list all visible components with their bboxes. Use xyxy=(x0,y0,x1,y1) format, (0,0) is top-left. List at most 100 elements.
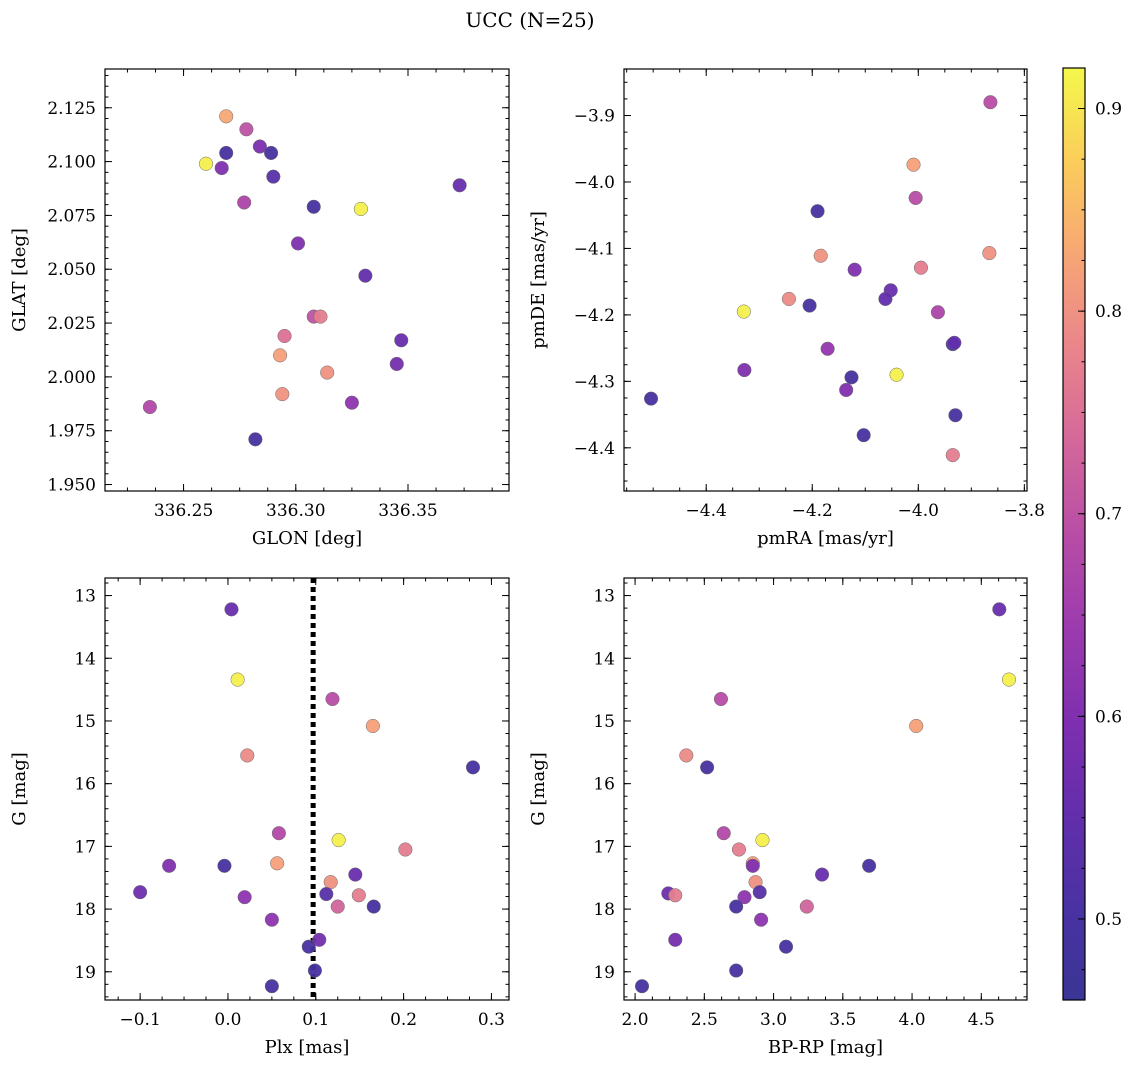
scatter-point xyxy=(737,362,752,378)
x-axis-label: Plx [mas] xyxy=(265,1037,350,1058)
scatter-point xyxy=(348,867,363,882)
scatter-point xyxy=(752,885,767,900)
scatter-point xyxy=(312,932,327,947)
colorbar: 0.5 0.6 0.7 0.8 0.9 xyxy=(1062,67,1122,1001)
scatter-point xyxy=(248,432,263,447)
y-tick-label: 16 xyxy=(593,775,615,795)
scatter-point xyxy=(737,890,752,905)
scatter-point xyxy=(992,602,1007,617)
y-tick-label: 17 xyxy=(593,837,615,857)
x-tick-label: −4.4 xyxy=(686,501,727,521)
scatter-panels: 336.25 336.30 336.35 1.950 1.975 2.000 2.025 2.… xyxy=(9,68,1045,1058)
scatter-point xyxy=(634,979,650,994)
scatter-point xyxy=(679,748,694,763)
scatter-point xyxy=(230,672,245,687)
x-tick-label: 3.0 xyxy=(760,1010,787,1030)
scatter-point xyxy=(290,236,306,251)
scatter-point xyxy=(277,328,292,344)
scatter-point xyxy=(264,145,279,161)
x-axis-label: BP-RP [mag] xyxy=(768,1037,883,1058)
scatter-point xyxy=(273,348,288,363)
y-axis-label: pmDE [mas/yr] xyxy=(528,211,549,349)
scatter-point xyxy=(389,356,404,372)
y-tick-label: 1.975 xyxy=(47,422,96,442)
x-tick-label: 0.3 xyxy=(478,1010,505,1030)
panel-parallax-magnitude: −0.1 0.0 0.1 0.2 0.3 13 14 15 16 17 18 19 Plx [mas] G… xyxy=(9,577,510,1058)
scatter-point xyxy=(1001,672,1017,687)
scatter-point xyxy=(889,367,904,382)
scatter-point xyxy=(781,291,796,306)
scatter-point xyxy=(353,201,368,216)
scatter-points xyxy=(634,602,1017,994)
scatter-point xyxy=(668,932,683,947)
x-tick-label: −3.8 xyxy=(1004,501,1045,521)
scatter-point xyxy=(945,448,960,463)
scatter-point xyxy=(224,602,239,617)
x-tick-label: 0.0 xyxy=(214,1010,241,1030)
scatter-point xyxy=(325,691,340,707)
scatter-point xyxy=(906,157,921,172)
scatter-point xyxy=(307,963,322,978)
x-tick-label: 2.5 xyxy=(691,1010,718,1030)
y-tick-label: 19 xyxy=(74,963,96,983)
scatter-point xyxy=(839,382,854,398)
scatter-point xyxy=(668,888,683,903)
axes-frame xyxy=(104,68,510,492)
figure-title: UCC (N=25) xyxy=(465,8,594,32)
y-tick-label: 2.000 xyxy=(47,368,96,388)
x-tick-label: 2.0 xyxy=(622,1010,649,1030)
scatter-point xyxy=(398,842,413,857)
y-tick-label: −4.3 xyxy=(574,372,615,392)
scatter-point xyxy=(913,260,928,275)
x-axis-label: GLON [deg] xyxy=(252,528,362,549)
scatter-point xyxy=(930,305,945,320)
y-tick-label: −4.2 xyxy=(574,306,615,326)
scatter-point xyxy=(814,867,830,882)
scatter-point xyxy=(700,760,715,775)
y-tick-label: 13 xyxy=(593,587,615,607)
panel-color-magnitude: 2.0 2.5 3.0 3.5 4.0 4.5 13 14 15 16 17 18 19 BP-RP [m… xyxy=(528,577,1028,1058)
scatter-point xyxy=(351,888,366,903)
axes-frame xyxy=(623,577,1028,1001)
y-tick-label: −4.4 xyxy=(574,439,615,459)
scatter-point xyxy=(745,858,760,873)
y-tick-label: 15 xyxy=(593,712,615,732)
y-tick-label: 18 xyxy=(74,900,96,920)
x-tick-label: −4.2 xyxy=(792,501,833,521)
scatter-point xyxy=(217,858,232,873)
scatter-point xyxy=(365,718,380,734)
y-tick-label: 2.025 xyxy=(47,314,96,334)
scatter-point xyxy=(270,856,285,871)
y-tick-label: 2.075 xyxy=(47,206,96,226)
y-tick-label: 2.100 xyxy=(47,153,96,173)
scatter-point xyxy=(754,912,769,927)
scatter-point xyxy=(271,826,286,841)
scatter-point xyxy=(844,370,859,385)
x-tick-label: −4.0 xyxy=(898,501,939,521)
y-tick-label: 16 xyxy=(74,775,96,795)
scatter-point xyxy=(275,387,290,402)
scatter-points xyxy=(643,95,998,463)
x-tick-label: 0.1 xyxy=(302,1010,329,1030)
scatter-point xyxy=(331,833,346,848)
scatter-point xyxy=(908,190,923,205)
scatter-point xyxy=(219,145,234,161)
scatter-point xyxy=(240,748,255,763)
scatter-point xyxy=(856,428,871,443)
scatter-point xyxy=(264,979,279,994)
scatter-point xyxy=(465,760,481,775)
x-tick-label: 336.30 xyxy=(266,501,325,521)
scatter-point xyxy=(820,341,835,356)
scatter-point xyxy=(729,963,744,978)
scatter-point xyxy=(847,262,862,277)
y-tick-label: 14 xyxy=(593,649,615,669)
scatter-point xyxy=(358,268,373,283)
scatter-point xyxy=(947,335,962,350)
colorbar-frame xyxy=(1062,67,1086,1001)
x-tick-label: −0.1 xyxy=(119,1010,160,1030)
colorbar-tick-label: 0.6 xyxy=(1095,707,1122,727)
y-tick-label: 2.125 xyxy=(47,99,96,119)
scatter-point xyxy=(323,875,338,890)
scatter-point xyxy=(394,333,409,348)
